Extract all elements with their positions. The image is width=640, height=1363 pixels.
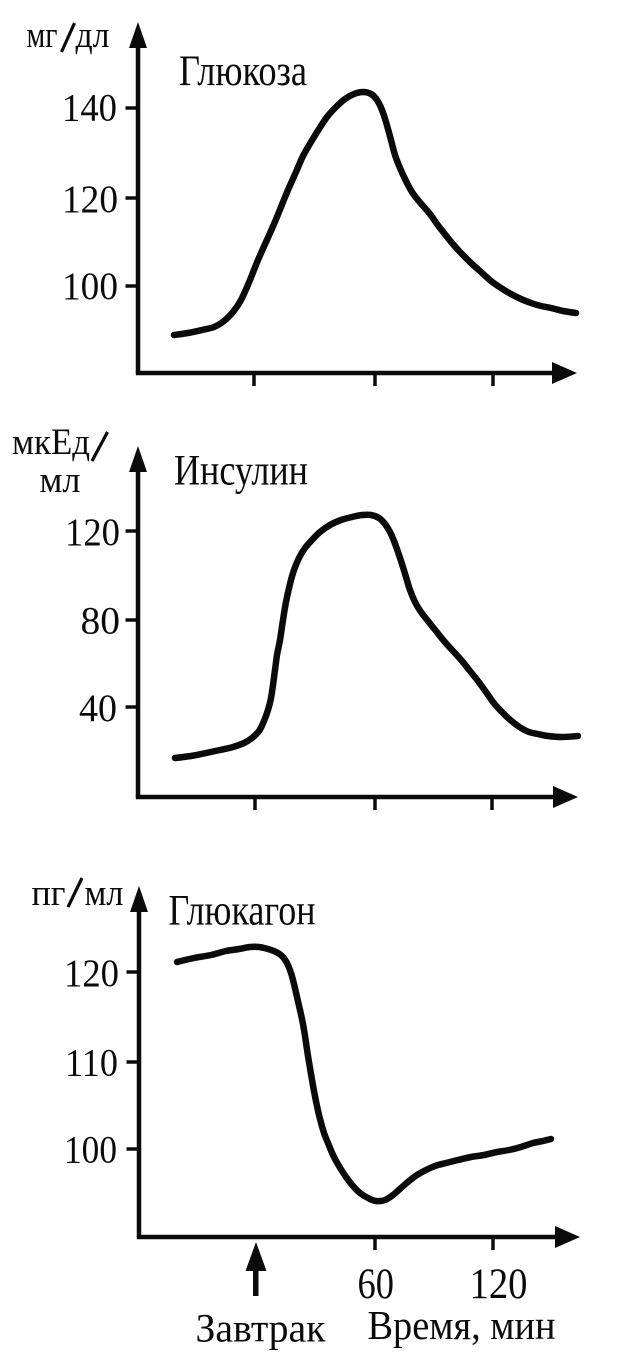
svg-text:110: 110 xyxy=(65,1042,118,1085)
svg-text:60: 60 xyxy=(358,1261,395,1308)
svg-text:мл: мл xyxy=(85,873,124,914)
svg-text:120: 120 xyxy=(62,178,118,221)
svg-text:мкЕд: мкЕд xyxy=(12,422,90,463)
svg-text:80: 80 xyxy=(81,600,121,643)
svg-text:мл: мл xyxy=(40,460,81,501)
svg-text:дл: дл xyxy=(76,15,110,56)
svg-text:120: 120 xyxy=(65,511,120,554)
svg-text:Глюкоза: Глюкоза xyxy=(179,47,307,95)
svg-text:40: 40 xyxy=(79,687,117,730)
svg-text:Время, мин: Время, мин xyxy=(368,1302,556,1348)
svg-text:пг: пг xyxy=(32,873,66,914)
svg-text:Завтрак: Завтрак xyxy=(196,1306,326,1351)
svg-text:Глюкагон: Глюкагон xyxy=(169,888,316,935)
svg-text:100: 100 xyxy=(62,265,118,308)
svg-text:120: 120 xyxy=(470,1261,528,1308)
svg-text:120: 120 xyxy=(64,952,119,995)
svg-text:100: 100 xyxy=(64,1129,117,1172)
svg-text:Инсулин: Инсулин xyxy=(174,448,308,495)
svg-text:140: 140 xyxy=(62,87,117,130)
svg-text:мг: мг xyxy=(27,15,58,56)
